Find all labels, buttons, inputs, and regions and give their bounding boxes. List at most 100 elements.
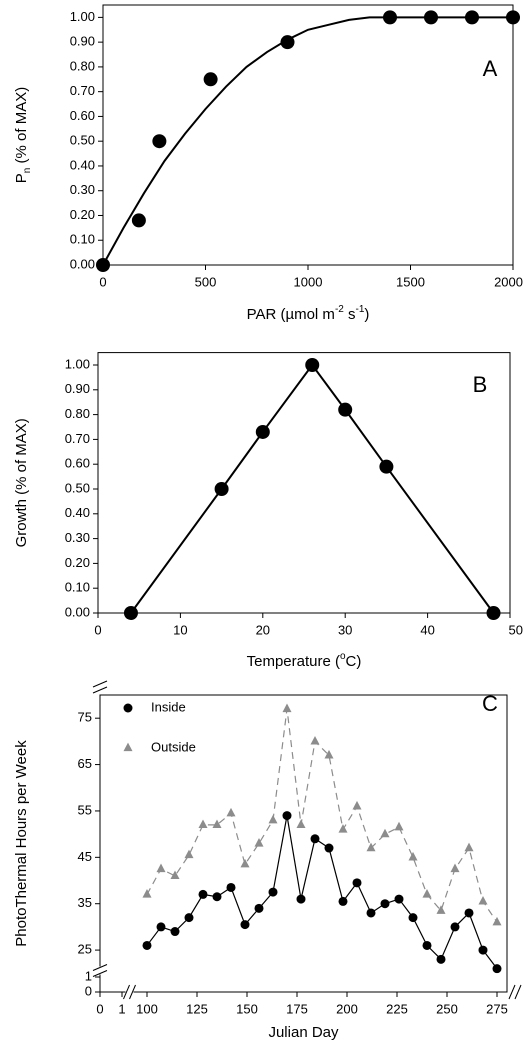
circle-marker (422, 940, 432, 950)
triangle-marker (226, 807, 236, 817)
panel-label: A (483, 56, 498, 81)
triangle-marker (324, 749, 334, 759)
circle-marker (123, 606, 138, 620)
label-part: s (344, 306, 356, 323)
triangle-marker (170, 870, 180, 880)
circle-marker (379, 459, 394, 474)
legend-label: Outside (151, 739, 196, 754)
triangle-marker (338, 824, 348, 833)
x-tick-label: 30 (338, 622, 352, 637)
circle-marker (436, 954, 446, 964)
triangle-marker (156, 863, 166, 873)
axis-break-gap (125, 984, 134, 1000)
circle-marker (226, 882, 236, 892)
circle-marker (394, 894, 404, 904)
axis-break (123, 984, 130, 1000)
axis-label: Julian Day (268, 1024, 339, 1041)
circle-marker (152, 134, 167, 149)
label-part: n (22, 168, 33, 174)
y-tick-label: 0.20 (70, 207, 95, 222)
triangle-marker (422, 889, 432, 898)
y-tick-label: 1.00 (65, 356, 90, 371)
label-part: -1 (356, 304, 365, 315)
axis-break (129, 984, 136, 1000)
circle-marker (383, 10, 397, 25)
y-tick-label: 75 (78, 710, 92, 725)
circle-marker (324, 843, 334, 853)
axis-label: Temperature (oC) (247, 651, 362, 670)
x-tick-label: 225 (386, 1001, 408, 1016)
axis-label: Pn (% of MAX) (13, 87, 33, 183)
label-part: Growth (% of MAX) (13, 418, 30, 547)
circle-marker (268, 887, 278, 897)
triangle-marker (142, 889, 152, 898)
circle-marker (170, 927, 180, 937)
axis-break (92, 686, 108, 694)
x-tick-label: 40 (420, 622, 434, 637)
x-tick-label: 250 (436, 1001, 458, 1016)
triangle-marker (198, 819, 208, 829)
y-tick-label: 0.80 (65, 406, 90, 421)
y-tick-label: 65 (78, 756, 92, 771)
triangle-marker (478, 895, 488, 905)
x-tick-label: 100 (136, 1001, 158, 1016)
circle-marker (492, 964, 502, 974)
circle-marker (96, 258, 110, 272)
x-tick-label: 1000 (294, 274, 323, 289)
x-tick-label: 0 (99, 274, 106, 289)
circle-marker (338, 402, 353, 417)
y-tick-label: 0.90 (70, 34, 95, 49)
circle-marker (486, 606, 501, 620)
triangle-marker (464, 842, 474, 852)
y-tick-label: 0.60 (70, 108, 95, 123)
panel-label: B (473, 372, 488, 397)
x-tick-label: 1 (118, 1001, 125, 1016)
label-part: o (340, 651, 346, 662)
circle-marker (408, 913, 418, 923)
axis-break (514, 984, 522, 1000)
triangle-marker (408, 851, 418, 861)
y-tick-label: 0.60 (65, 456, 90, 471)
y-tick-label: 0.80 (70, 58, 95, 73)
circle-marker (464, 908, 474, 918)
y-tick-label: 1.00 (70, 9, 95, 24)
x-tick-label: 175 (286, 1001, 308, 1016)
axis-break (92, 964, 108, 971)
y-tick-label: 0.50 (65, 480, 90, 495)
y-tick-label: 0.90 (65, 381, 90, 396)
triangle-marker (366, 842, 376, 852)
circle-marker (352, 878, 362, 888)
triangle-marker (380, 828, 390, 838)
label-part: ) (364, 306, 369, 323)
triangle-marker (240, 858, 250, 868)
circle-marker (465, 10, 479, 25)
axis-break (508, 984, 516, 1000)
plot-frame (97, 352, 511, 614)
circle-marker (240, 920, 250, 930)
triangle-marker (212, 819, 222, 829)
plot-frame (102, 4, 514, 266)
legend-marker (123, 742, 133, 752)
circle-marker (366, 908, 376, 918)
x-tick-label: 20 (256, 622, 270, 637)
label-part: PAR (µmol m (247, 306, 335, 323)
y-tick-label: 0.10 (70, 232, 95, 247)
plot-frame (99, 694, 508, 993)
x-tick-label: 200 (336, 1001, 358, 1016)
triangle-marker (310, 735, 320, 745)
x-tick-label: 50 (509, 622, 523, 637)
x-tick-label: 125 (186, 1001, 208, 1016)
series-line (130, 363, 495, 614)
y-tick-label: 0.70 (70, 83, 95, 98)
circle-marker (380, 899, 390, 909)
circle-marker (282, 811, 292, 821)
circle-marker (296, 894, 306, 904)
label-part: (% of MAX) (13, 87, 30, 168)
circle-marker (450, 922, 460, 932)
x-tick-label: 275 (486, 1001, 508, 1016)
y-tick-label: 1 (85, 968, 92, 983)
y-tick-label: 25 (78, 942, 92, 957)
y-tick-label: 35 (78, 895, 92, 910)
triangle-marker (184, 849, 194, 859)
y-tick-label: 45 (78, 849, 92, 864)
